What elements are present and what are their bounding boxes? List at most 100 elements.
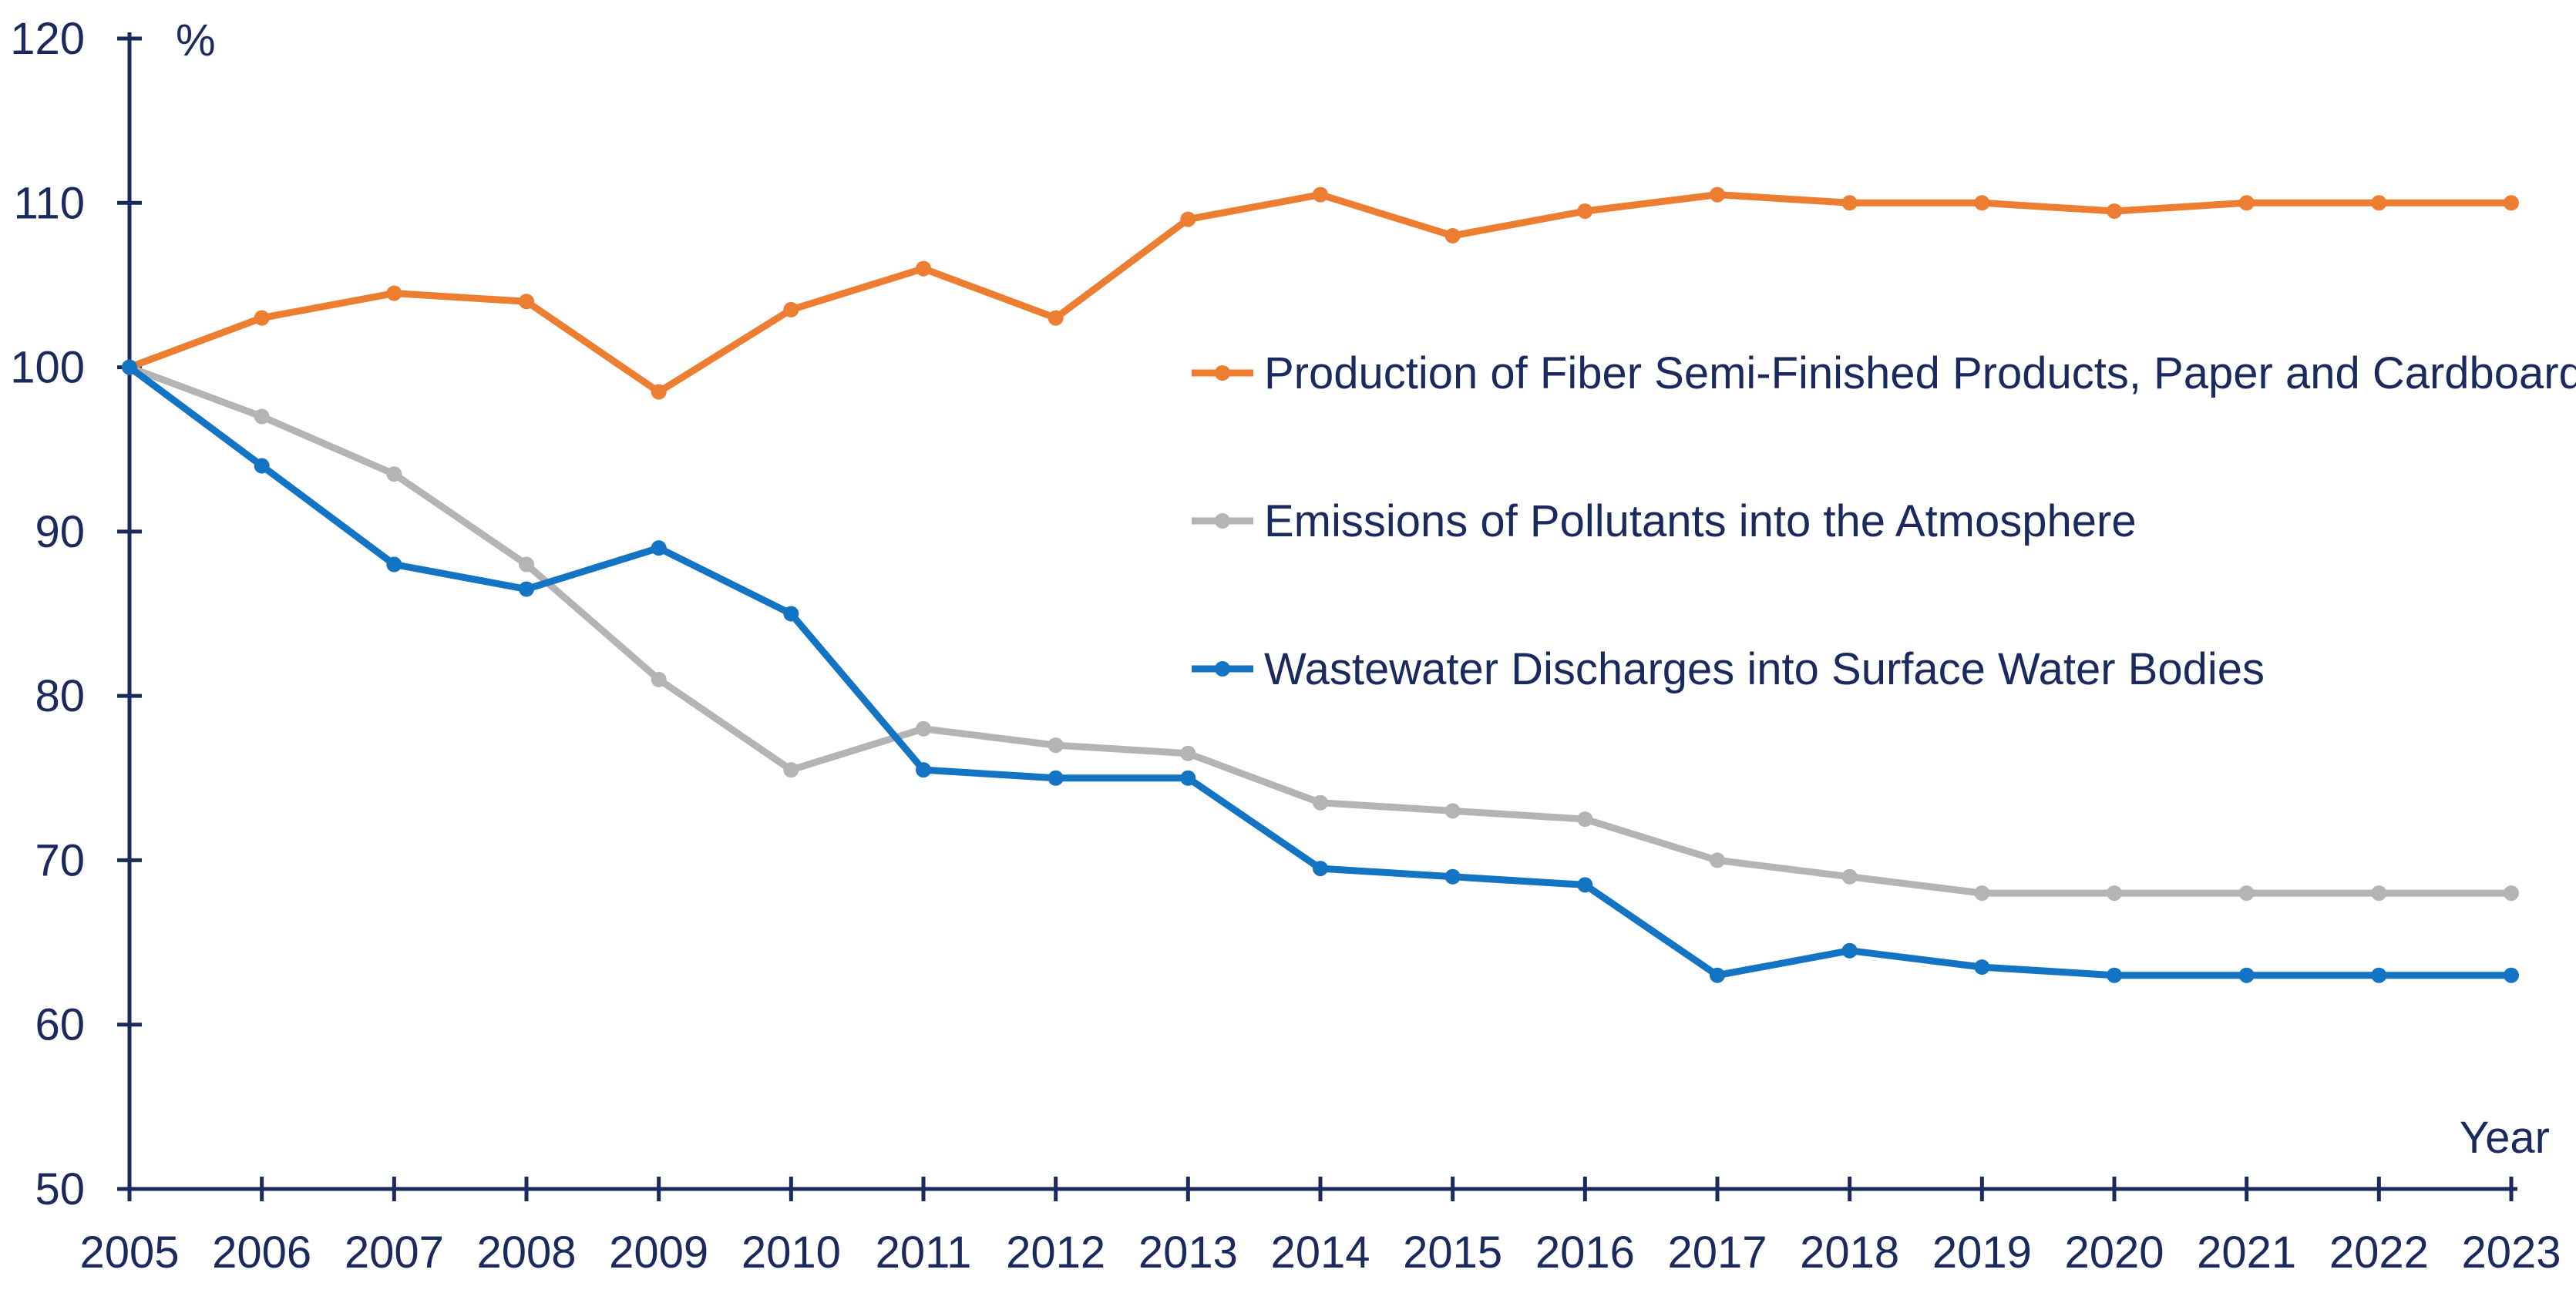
data-point-emissions [1444, 803, 1461, 819]
x-tick-label: 2021 [2197, 1227, 2296, 1278]
x-axis-label: Year [2460, 1113, 2550, 1163]
legend-item-wastewater: Wastewater Discharges into Surface Water… [1192, 644, 2265, 694]
data-point-wastewater [2238, 967, 2255, 983]
y-tick-label: 60 [35, 1000, 85, 1050]
data-point-wastewater [1313, 861, 1328, 877]
data-point-wastewater [386, 556, 402, 573]
x-tick-label: 2008 [476, 1227, 576, 1278]
data-point-emissions [1841, 868, 1858, 885]
series-wastewater [122, 359, 2519, 983]
data-point-production [1841, 195, 1858, 211]
data-point-wastewater [1710, 967, 1725, 983]
x-tick-label: 2016 [1535, 1227, 1635, 1278]
legend-label-emissions: Emissions of Pollutants into the Atmosph… [1264, 496, 2137, 546]
data-point-wastewater [254, 458, 270, 474]
data-point-wastewater [519, 581, 534, 597]
data-point-production [1974, 195, 1990, 211]
legend-marker-emissions [1215, 513, 1230, 529]
data-point-wastewater [783, 606, 799, 622]
legend-label-wastewater: Wastewater Discharges into Surface Water… [1264, 644, 2265, 694]
data-point-production [651, 384, 667, 400]
x-tick-label: 2019 [1932, 1227, 2032, 1278]
data-point-production [2238, 195, 2255, 211]
y-tick-label: 90 [35, 507, 85, 557]
x-tick-label: 2020 [2064, 1227, 2164, 1278]
x-tick-label: 2005 [79, 1227, 179, 1278]
x-tick-label: 2018 [1800, 1227, 1899, 1278]
data-point-emissions [2238, 885, 2255, 902]
data-point-emissions [1048, 737, 1064, 754]
data-point-wastewater [2504, 967, 2519, 983]
data-point-wastewater [1577, 877, 1593, 893]
x-tick-label: 2012 [1006, 1227, 1105, 1278]
legend-item-emissions: Emissions of Pollutants into the Atmosph… [1192, 496, 2137, 546]
data-point-wastewater [1841, 942, 1858, 959]
data-point-wastewater [2107, 967, 2122, 983]
data-point-production [2107, 203, 2122, 219]
x-tick-label: 2014 [1270, 1227, 1370, 1278]
data-point-wastewater [651, 540, 667, 556]
legend-marker-production [1215, 365, 1230, 381]
data-point-emissions [2371, 885, 2387, 902]
data-point-production [916, 260, 931, 277]
data-point-production [519, 294, 534, 310]
data-point-emissions [1974, 885, 1990, 902]
x-axis-ticks: 2005 2006 2007 2008 2009 2010 2011 2012 2013 2014… [79, 1177, 2561, 1278]
data-point-emissions [1577, 811, 1593, 828]
data-point-emissions [519, 556, 534, 573]
data-point-production [1313, 186, 1328, 203]
data-point-wastewater [1974, 959, 1990, 976]
data-point-emissions [916, 720, 931, 737]
data-point-production [2504, 195, 2519, 211]
legend-marker-wastewater [1215, 661, 1230, 677]
x-tick-label: 2007 [345, 1227, 444, 1278]
data-point-wastewater [916, 762, 931, 778]
data-point-wastewater [122, 359, 137, 375]
y-tick-label: 80 [35, 671, 85, 721]
data-point-production [1048, 310, 1064, 326]
x-tick-label: 2013 [1138, 1227, 1238, 1278]
x-tick-label: 2011 [876, 1227, 972, 1278]
data-point-emissions [1180, 745, 1196, 761]
data-point-wastewater [1048, 770, 1064, 786]
series-production [122, 186, 2519, 400]
data-point-production [1710, 186, 1725, 203]
data-point-emissions [254, 408, 270, 425]
data-point-production [254, 310, 270, 326]
y-axis-ticks: 50 60 70 80 90 100 110 120 [10, 14, 142, 1214]
data-point-emissions [2107, 885, 2122, 902]
data-point-production [783, 301, 799, 317]
legend: Production of Fiber Semi-Finished Produc… [1192, 348, 2576, 694]
x-tick-label: 2006 [212, 1227, 311, 1278]
data-point-emissions [1710, 852, 1725, 868]
y-tick-label: 70 [35, 835, 85, 885]
x-tick-label: 2017 [1667, 1227, 1767, 1278]
data-point-emissions [386, 466, 402, 482]
y-tick-label: 100 [10, 343, 85, 393]
x-tick-label: 2022 [2329, 1227, 2429, 1278]
data-point-wastewater [1180, 770, 1196, 786]
data-point-production [1180, 211, 1196, 227]
x-tick-label: 2023 [2461, 1227, 2561, 1278]
data-point-emissions [783, 762, 799, 778]
x-tick-label: 2009 [609, 1227, 708, 1278]
data-point-emissions [1313, 794, 1328, 811]
data-point-production [1577, 203, 1593, 219]
series-emissions [122, 359, 2519, 902]
y-tick-label: 50 [35, 1164, 85, 1214]
y-tick-label: 110 [14, 178, 85, 228]
data-point-production [386, 285, 402, 301]
data-point-emissions [651, 671, 667, 687]
x-tick-label: 2015 [1403, 1227, 1502, 1278]
y-axis-label: % [176, 15, 216, 65]
legend-item-production: Production of Fiber Semi-Finished Produc… [1192, 348, 2576, 398]
x-tick-label: 2010 [742, 1227, 841, 1278]
legend-label-production: Production of Fiber Semi-Finished Produc… [1264, 348, 2576, 398]
data-point-wastewater [2371, 967, 2387, 983]
data-point-wastewater [1444, 868, 1461, 885]
series-group [122, 186, 2519, 983]
data-point-production [2371, 195, 2387, 211]
data-point-emissions [2504, 885, 2519, 902]
data-point-production [1444, 227, 1461, 243]
